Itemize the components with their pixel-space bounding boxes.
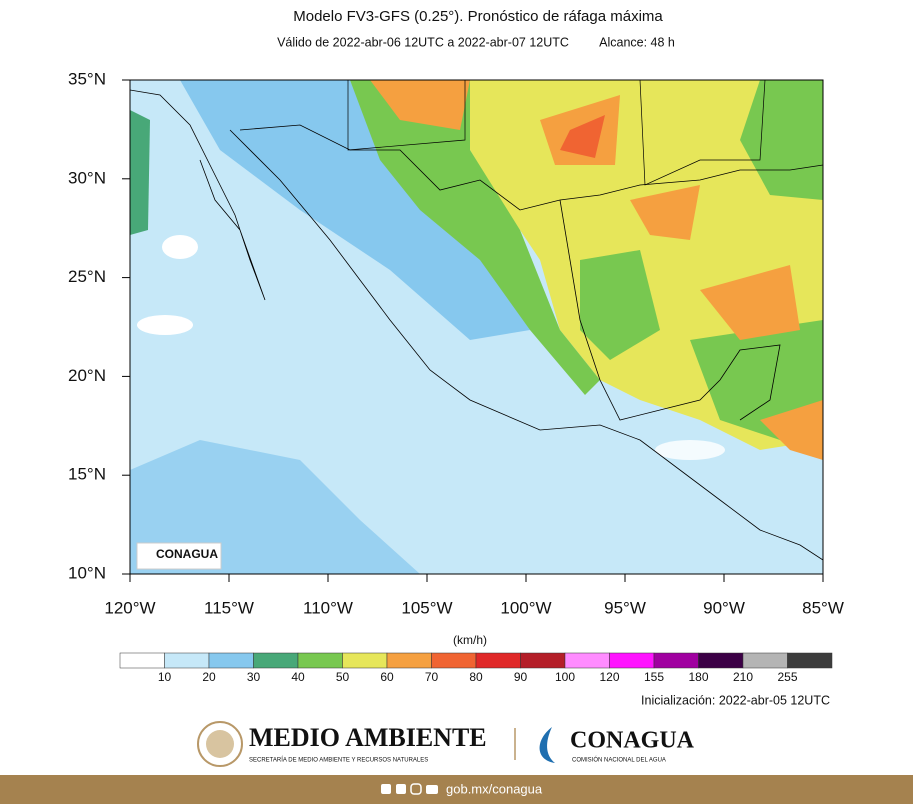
- colorbar-swatch: [609, 652, 655, 669]
- title: Modelo FV3-GFS (0.25°). Pronóstico de rá…: [293, 8, 663, 25]
- colorbar-unit: (km/h): [453, 633, 487, 647]
- coastline: [130, 89, 266, 301]
- init-time: Inicialización: 2022-abr-05 12UTC: [641, 693, 830, 707]
- colorbar-swatch: [342, 652, 388, 669]
- field-area: [580, 250, 660, 360]
- icon: [396, 784, 406, 794]
- seal: [197, 721, 243, 767]
- coastline: [559, 199, 781, 421]
- agency: CONAGUA: [570, 728, 695, 754]
- colorbar-tick-label: 30: [247, 670, 261, 684]
- border: [347, 80, 466, 151]
- field-area: [655, 440, 725, 460]
- colorbar: 10 20 30 40 50 60 70 80 90 100 120 155 180 210 255: [119, 652, 833, 684]
- colorbar-tick-label: 90: [514, 670, 528, 684]
- seal: [206, 730, 234, 758]
- colorbar-swatch: [208, 652, 254, 669]
- colorbar-tick-label: 80: [469, 670, 483, 684]
- agency-icon: [539, 727, 555, 763]
- watermark-text: CONAGUA: [156, 547, 218, 561]
- border: [639, 80, 766, 186]
- icon: [410, 783, 422, 795]
- colorbar-swatch: [297, 652, 343, 669]
- colorbar-tick-label: 50: [336, 670, 350, 684]
- colorbar-swatch: [164, 652, 210, 669]
- icon: [381, 784, 391, 794]
- colorbar-tick-label: 255: [777, 670, 797, 684]
- colorbar-tick-label: 120: [599, 670, 619, 684]
- footer-url: gob.mx/conagua: [446, 781, 543, 796]
- lon-label: 115°W: [204, 598, 254, 617]
- colorbar-swatch: [119, 652, 165, 669]
- lat-label: 20°N: [68, 366, 106, 385]
- colorbar-tick-label: 20: [202, 670, 216, 684]
- lon-label: 110°W: [303, 598, 353, 617]
- lat-label: 15°N: [68, 465, 106, 484]
- colorbar-tick-label: 40: [291, 670, 305, 684]
- field-area: [350, 80, 600, 395]
- lon-label: 120°W: [104, 598, 155, 617]
- brand-sub: SECRETARÍA DE MEDIO AMBIENTE Y RECURSOS …: [249, 757, 428, 764]
- field-area: [700, 265, 800, 340]
- footer-bar: [0, 775, 913, 804]
- field-area: [162, 235, 198, 259]
- colorbar-swatch: [742, 652, 788, 669]
- lat-label: 25°N: [68, 267, 106, 286]
- lat-label: 10°N: [68, 563, 106, 582]
- lon-label: 105°W: [401, 598, 452, 617]
- colorbar-swatch: [653, 652, 699, 669]
- social-icons: [381, 783, 438, 795]
- field-area: [560, 115, 605, 158]
- colorbar-tick-label: 155: [644, 670, 664, 684]
- axes: 35°N 30°N 25°N 20°N 15°N 10°N 120°W 115°W 110°W 1…: [68, 69, 844, 617]
- coastline: [559, 164, 823, 201]
- colorbar-tick-label: 180: [688, 670, 708, 684]
- lon-label: 90°W: [703, 598, 745, 617]
- forecast-range: Alcance: 48 h: [599, 35, 675, 49]
- border: [239, 124, 561, 211]
- colorbar-tick-label: 10: [158, 670, 172, 684]
- field-area: [130, 110, 150, 235]
- colorbar-tick-label: 70: [425, 670, 439, 684]
- colorbar-tick-label: 60: [380, 670, 394, 684]
- field-area: [137, 315, 193, 335]
- colorbar-tick-label: 100: [555, 670, 575, 684]
- icon: [426, 785, 438, 794]
- colorbar-tick-label: 210: [733, 670, 753, 684]
- colorbar-swatch: [475, 652, 521, 669]
- watermark: CONAGUA: [136, 542, 222, 570]
- coastline: [229, 129, 823, 561]
- colorbar-swatch: [520, 652, 566, 669]
- colorbar-swatch: [564, 652, 610, 669]
- lon-label: 85°W: [802, 598, 844, 617]
- colorbar-swatch: [431, 652, 477, 669]
- colorbar-swatch: [253, 652, 299, 669]
- colorbar-swatch: [787, 652, 833, 669]
- field-area: [630, 185, 700, 240]
- brand: MEDIO AMBIENTE: [249, 723, 487, 752]
- watermark-box: [136, 542, 222, 570]
- lon-label: 100°W: [500, 598, 551, 617]
- field-area: [130, 440, 420, 574]
- field-area: [180, 80, 530, 340]
- lat-label: 30°N: [68, 168, 106, 187]
- field-area: [370, 80, 470, 130]
- colorbar-swatch: [386, 652, 432, 669]
- lat-label: 35°N: [68, 69, 106, 88]
- field-area: [760, 400, 823, 460]
- subtitle: Válido de 2022-abr-06 12UTC a 2022-abr-0…: [277, 35, 569, 49]
- colorbar-swatch: [698, 652, 744, 669]
- map-frame: [129, 79, 824, 575]
- map: CONAGUA 35°N 30°N 25°N 20°N 15°N 10°N 120°W 115…: [68, 69, 844, 617]
- lon-label: 95°W: [604, 598, 646, 617]
- footer-logos: MEDIO AMBIENTE SECRETARÍA DE MEDIO AMBIE…: [197, 721, 695, 767]
- agency-sub: COMISIÓN NACIONAL DEL AGUA: [572, 757, 666, 764]
